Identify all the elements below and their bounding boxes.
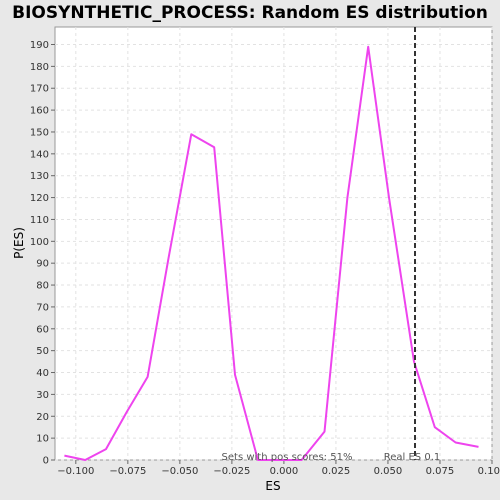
y-tick-label: 140 <box>30 149 49 160</box>
y-tick-label: 120 <box>30 193 49 204</box>
chart-title: BIOSYNTHETIC_PROCESS: Random ES distribu… <box>12 3 488 23</box>
y-tick-label: 110 <box>30 215 49 226</box>
x-tick-label: −0.025 <box>213 466 250 477</box>
x-tick-label: −0.075 <box>109 466 146 477</box>
x-axis-label: ES <box>265 479 280 493</box>
y-axis: 0 10 20 30 40 50 60 70 80 90 100 110 120 130 140 150 160… <box>30 40 55 467</box>
series-layer <box>64 45 479 461</box>
y-tick-label: 30 <box>36 390 49 401</box>
real-es-label: Real ES 0.1 <box>384 452 440 463</box>
y-tick-label: 150 <box>30 127 49 138</box>
x-tick-label: 0.050 <box>374 466 403 477</box>
y-tick-label: 40 <box>36 368 49 379</box>
y-axis-label: P(ES) <box>12 227 26 259</box>
y-tick-label: 0 <box>43 456 49 467</box>
y-tick-label: 100 <box>30 237 49 248</box>
x-tick-label: −0.100 <box>57 466 94 477</box>
y-tick-label: 170 <box>30 84 49 95</box>
y-tick-label: 90 <box>36 259 49 270</box>
y-tick-label: 60 <box>36 324 49 335</box>
y-tick-label: 50 <box>36 346 49 357</box>
y-tick-label: 20 <box>36 412 49 423</box>
x-tick-label: 0.000 <box>270 466 299 477</box>
x-tick-label: −0.050 <box>161 466 198 477</box>
y-tick-label: 130 <box>30 171 49 182</box>
plot-area <box>54 26 493 461</box>
x-axis: −0.100 −0.075 −0.050 −0.025 0.000 0.025 0.050 0… <box>57 460 500 477</box>
grid <box>55 27 493 461</box>
y-tick-label: 180 <box>30 62 49 73</box>
x-tick-label: 0.100 <box>478 466 500 477</box>
y-tick-label: 190 <box>30 40 49 51</box>
reference-line-group: Real ES 0.1 <box>384 27 440 463</box>
x-tick-label: 0.025 <box>322 466 351 477</box>
y-tick-label: 160 <box>30 106 49 117</box>
x-tick-label: 0.075 <box>426 466 455 477</box>
series-line <box>64 45 479 461</box>
y-tick-label: 10 <box>36 434 49 445</box>
y-tick-label: 80 <box>36 281 49 292</box>
positive-scores-annotation: Sets with pos scores: 51% <box>222 452 353 463</box>
y-tick-label: 70 <box>36 302 49 313</box>
